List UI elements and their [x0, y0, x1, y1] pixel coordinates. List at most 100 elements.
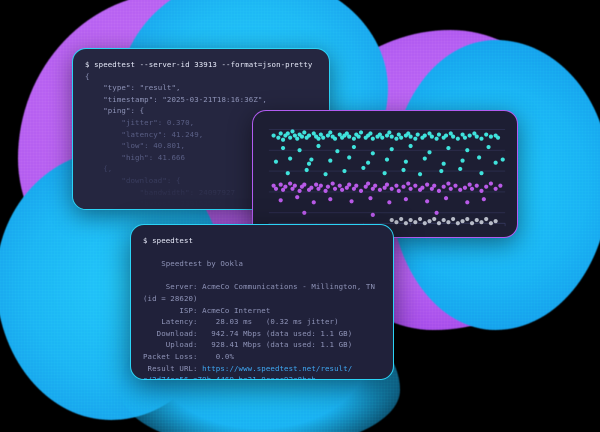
- scatter-point: [337, 183, 342, 188]
- scatter-point: [474, 134, 479, 139]
- result-terminal-line: [143, 247, 381, 259]
- scatter-point: [446, 146, 451, 151]
- scatter-point: [408, 218, 413, 223]
- scatter-point: [318, 132, 323, 137]
- scatter-point: [368, 196, 373, 201]
- scatter-point: [486, 144, 491, 150]
- scatter-point: [314, 182, 319, 187]
- scatter-point: [288, 181, 293, 186]
- scatter-point: [285, 131, 290, 136]
- scatter-point: [387, 130, 392, 135]
- json-terminal-line: {,: [85, 164, 113, 174]
- scatter-point: [288, 156, 293, 161]
- json-terminal-line: "jitter": 0.370,: [85, 117, 195, 127]
- terminal-card-result[interactable]: $ speedtest Speedtest by Ookla Server: A…: [130, 224, 394, 380]
- scatter-point: [389, 186, 394, 191]
- scatter-point: [413, 136, 418, 141]
- scatter-point: [271, 133, 276, 138]
- scatter-point: [323, 188, 328, 193]
- scatter-point: [484, 132, 489, 137]
- scatter-point: [436, 132, 442, 137]
- scatter-point: [422, 156, 427, 161]
- json-terminal-line: $ speedtest --server-id 33913 --format=j…: [85, 60, 313, 69]
- scatter-point: [493, 186, 498, 191]
- scatter-point: [401, 184, 406, 189]
- scatter-point: [342, 168, 347, 174]
- scatter-point: [460, 132, 465, 137]
- scatter-point: [290, 129, 295, 134]
- scatter-point: [330, 181, 335, 186]
- scatter-point: [453, 183, 458, 188]
- scatter-point: [434, 136, 439, 141]
- scatter-point: [425, 182, 430, 187]
- scatter-point: [382, 171, 387, 176]
- json-terminal-line: "low": 40.801,: [85, 141, 186, 151]
- scatter-point: [340, 187, 345, 192]
- scatter-plot-svg: [268, 129, 506, 227]
- scatter-point: [347, 134, 352, 139]
- terminal-card-plot[interactable]: [252, 110, 518, 238]
- scatter-point: [455, 221, 460, 226]
- scatter-point: [436, 221, 442, 226]
- scatter-point: [356, 134, 361, 139]
- scatter-point: [299, 134, 305, 139]
- result-url-link[interactable]: https://www.speedtest.net/result/: [197, 363, 353, 373]
- scatter-point: [366, 181, 371, 186]
- scatter-point: [389, 134, 394, 139]
- result-terminal-line: Speedtest by Ookla: [143, 259, 244, 269]
- scatter-point: [406, 181, 411, 186]
- scatter-point: [387, 200, 392, 205]
- scatter-point: [458, 187, 463, 192]
- result-terminal-line: (id = 28620): [143, 293, 198, 303]
- scatter-point: [394, 136, 399, 141]
- scatter-point: [446, 181, 451, 186]
- scatter-point: [474, 183, 479, 188]
- scatter-point: [292, 183, 297, 188]
- scatter-point: [467, 133, 472, 138]
- scatter-point: [306, 133, 312, 138]
- scatter-point: [295, 136, 300, 141]
- scatter-point: [370, 151, 375, 156]
- scatter-point: [432, 216, 437, 222]
- scatter-point: [458, 166, 463, 172]
- scatter-point: [302, 210, 307, 215]
- scatter-point: [413, 183, 418, 188]
- scatter-point: [448, 131, 453, 136]
- scatter-point: [373, 183, 378, 188]
- scatter-point: [434, 210, 439, 215]
- scatter-plot: [253, 111, 517, 237]
- scatter-point: [377, 132, 382, 137]
- scatter-point: [408, 143, 413, 149]
- scatter-point: [451, 134, 456, 139]
- scatter-point: [413, 220, 418, 225]
- scatter-point: [316, 136, 321, 141]
- result-url-link-cont[interactable]: c/2d74ee56-a79b-4469-ba21-0cecc92c8bcb: [143, 375, 316, 380]
- scatter-point: [328, 158, 333, 163]
- scatter-point: [361, 165, 366, 170]
- scatter-point: [311, 131, 316, 136]
- result-terminal-text: $ speedtest Speedtest by Ookla Server: A…: [131, 225, 393, 380]
- scatter-point: [465, 200, 470, 205]
- scatter-point: [484, 184, 489, 189]
- scatter-point: [304, 167, 309, 173]
- scatter-point: [280, 146, 286, 151]
- result-url-line: Result URL: https://www.speedtest.net/re…: [143, 363, 381, 375]
- scatter-point: [427, 219, 432, 224]
- scatter-point: [384, 133, 390, 138]
- scatter-point: [316, 143, 321, 149]
- result-terminal-line: Latency: 28.03 ms (0.32 ms jitter): [143, 317, 339, 327]
- scatter-point: [403, 221, 408, 226]
- scatter-point: [328, 130, 333, 135]
- scatter-point: [446, 220, 451, 225]
- scatter-point: [493, 219, 498, 224]
- scatter-point: [370, 136, 375, 141]
- scatter-point: [278, 131, 283, 136]
- scatter-point: [427, 131, 432, 136]
- scatter-point: [325, 133, 331, 138]
- scatter-point: [465, 216, 470, 222]
- scatter-point: [495, 135, 501, 140]
- scatter-point: [295, 195, 300, 200]
- result-terminal-line: Download: 942.74 Mbps (data used: 1.1 GB…: [143, 328, 353, 338]
- scatter-point: [403, 159, 408, 164]
- json-terminal-line: "timestamp": "2025-03-21T18:16:36Z",: [85, 94, 267, 104]
